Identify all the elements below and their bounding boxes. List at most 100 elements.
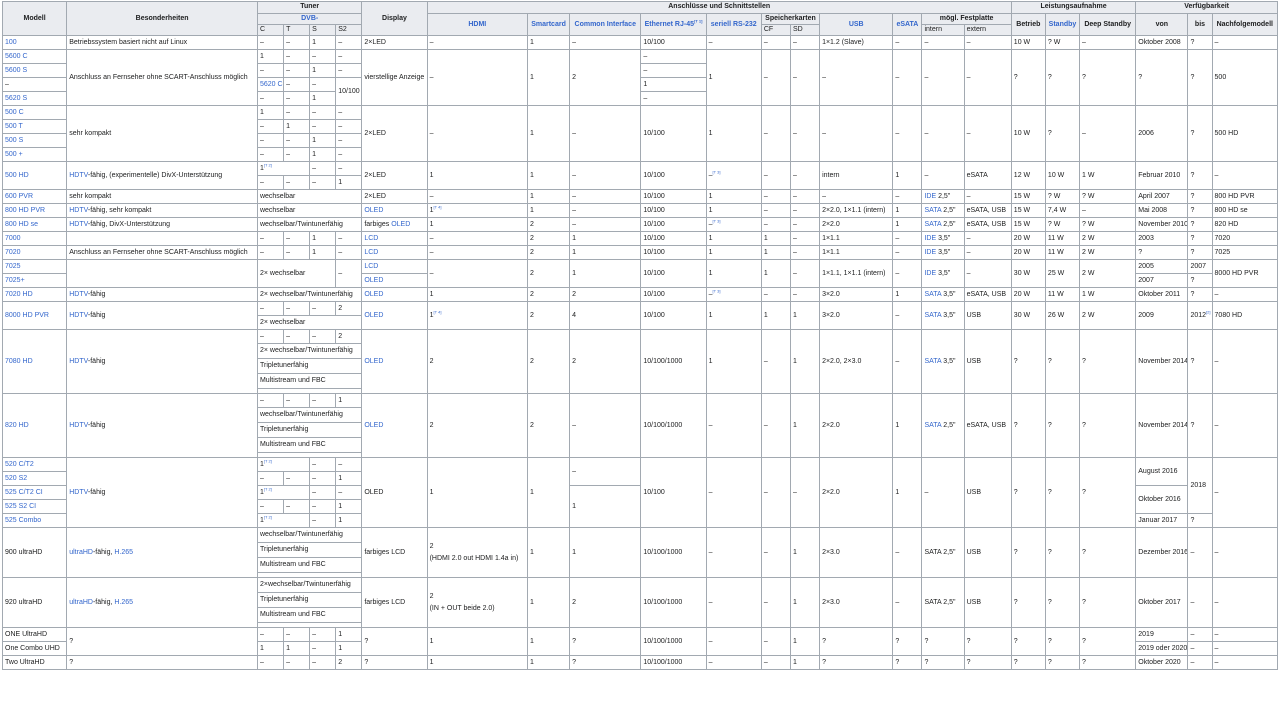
- deep-standby-cell: 2 W: [1079, 259, 1137, 289]
- usb-cell: 2×2.0, 1×1.1 (intern): [819, 203, 894, 219]
- seriell-link[interactable]: seriell RS-232: [710, 20, 757, 28]
- model-link[interactable]: 7000: [5, 234, 21, 242]
- bis-cell: 2007: [1187, 259, 1213, 275]
- model-link[interactable]: 5600 S: [5, 66, 28, 74]
- table-row: 500 + – – 1 –: [1, 147, 1278, 163]
- oled-link[interactable]: OLED: [364, 206, 384, 214]
- model-link[interactable]: 500 S: [5, 136, 24, 144]
- betrieb-cell: 15 W: [1010, 203, 1046, 219]
- hdtv-link[interactable]: HDTV: [69, 290, 88, 298]
- model-link[interactable]: 800 HD PVR: [5, 206, 46, 214]
- table-row: One Combo UHD 1 1 – 1 2019 oder 2020 – –: [1, 641, 1279, 657]
- smartcard-link[interactable]: Smartcard: [531, 20, 566, 28]
- hdtv-link[interactable]: HDTV: [69, 421, 88, 429]
- oled-link[interactable]: OLED: [364, 311, 384, 319]
- model-link[interactable]: 7020: [5, 248, 21, 256]
- model-link[interactable]: 7025+: [5, 276, 25, 284]
- besonderheiten-cell: HDTV-fähig, DivX-Unterstützung: [66, 217, 258, 233]
- oled-link[interactable]: OLED: [364, 421, 384, 429]
- hdtv-link[interactable]: HDTV: [69, 311, 88, 319]
- model-link[interactable]: 500 C: [5, 108, 24, 116]
- footnote-ref[interactable]: [T 3]: [712, 169, 721, 175]
- ultrahd-link[interactable]: ultraHD: [69, 598, 93, 606]
- model-link[interactable]: 7080 HD: [5, 357, 33, 365]
- footnote-ref[interactable]: [T 2]: [263, 162, 272, 168]
- ide-link[interactable]: IDE: [924, 234, 937, 242]
- hdtv-link[interactable]: HDTV: [69, 220, 88, 228]
- ide-link[interactable]: IDE: [924, 248, 937, 256]
- model-link[interactable]: 500 HD: [5, 171, 29, 179]
- standby-link[interactable]: Standby: [1048, 20, 1077, 28]
- smartcard-cell: 1: [526, 49, 571, 107]
- sata-link[interactable]: SATA: [924, 206, 942, 214]
- model-link[interactable]: 5620 S: [5, 94, 28, 102]
- esata-cell: ?: [892, 655, 923, 671]
- model-link[interactable]: 5600 C: [5, 52, 28, 60]
- hdtv-link[interactable]: HDTV: [69, 357, 88, 365]
- footnote-ref[interactable]: [T 4]: [433, 309, 442, 315]
- von-cell: ?: [1135, 245, 1189, 261]
- ide-link[interactable]: IDE: [924, 269, 937, 277]
- seriell-cell: –: [705, 457, 762, 529]
- footnote-ref[interactable]: [T 4]: [433, 204, 442, 210]
- footnote-ref[interactable]: [T 2]: [263, 458, 272, 464]
- lcd-link[interactable]: LCD: [364, 248, 379, 256]
- hdd-extern-cell: USB: [963, 301, 1012, 331]
- tuner-c-cell: –: [256, 393, 285, 409]
- hdd-size: 3,5": [936, 269, 951, 277]
- h265-link[interactable]: H.265: [114, 548, 134, 556]
- dvb-link[interactable]: DVB-: [301, 15, 319, 22]
- sata-link[interactable]: SATA: [924, 290, 942, 298]
- footnote-ref[interactable]: [T 2]: [263, 514, 272, 520]
- h265-link[interactable]: H.265: [114, 598, 134, 606]
- sata-link[interactable]: SATA: [924, 220, 942, 228]
- sata-link[interactable]: SATA: [924, 311, 942, 319]
- hdmi-link[interactable]: HDMI: [468, 20, 487, 28]
- footnote-ref[interactable]: [2]: [1206, 309, 1211, 315]
- ide-link[interactable]: IDE: [924, 192, 937, 200]
- model-link[interactable]: 7025: [5, 262, 21, 270]
- model-link[interactable]: 800 HD se: [5, 220, 39, 228]
- footnote-ref[interactable]: [T 3]: [712, 288, 721, 294]
- model-link[interactable]: 5620 C: [259, 80, 283, 88]
- oled-link[interactable]: OLED: [391, 220, 411, 228]
- lcd-link[interactable]: LCD: [364, 262, 379, 270]
- hdtv-link[interactable]: HDTV: [69, 206, 88, 214]
- model-link[interactable]: 520 S2: [5, 474, 28, 482]
- model-link[interactable]: 820 HD: [5, 421, 29, 429]
- model-link[interactable]: 500 +: [5, 150, 23, 158]
- footnote-ref[interactable]: [T 2]: [263, 486, 272, 492]
- nachfolger-cell: –: [1211, 641, 1279, 657]
- nachfolger-cell: –: [1211, 577, 1279, 629]
- ethernet-link[interactable]: Ethernet RJ-45: [644, 20, 694, 28]
- model-link[interactable]: 525 C/T2 CI: [5, 488, 43, 496]
- sata-link[interactable]: SATA: [924, 421, 942, 429]
- common-interface-link[interactable]: Common Interface: [574, 20, 636, 28]
- hdtv-link[interactable]: HDTV: [69, 171, 88, 179]
- oled-link[interactable]: OLED: [364, 357, 384, 365]
- lcd-link[interactable]: LCD: [364, 234, 379, 242]
- ultrahd-link[interactable]: ultraHD: [69, 548, 93, 556]
- hdtv-link[interactable]: HDTV: [69, 488, 88, 496]
- standby-cell: 26 W: [1044, 301, 1081, 331]
- model-link[interactable]: 500 T: [5, 122, 23, 130]
- model-link[interactable]: 100: [5, 38, 17, 46]
- model-link[interactable]: 525 S2 CI: [5, 502, 37, 510]
- footnote-ref[interactable]: [T 3]: [712, 218, 721, 224]
- hdd-extern-cell: USB: [963, 329, 1012, 395]
- ci-cell: –: [569, 203, 642, 219]
- model-link[interactable]: 525 Combo: [5, 516, 42, 524]
- usb-link[interactable]: USB: [848, 20, 864, 28]
- sata-link[interactable]: SATA: [924, 357, 942, 365]
- oled-link[interactable]: OLED: [364, 276, 384, 284]
- model-link[interactable]: 600 PVR: [5, 192, 34, 200]
- esata-link[interactable]: eSATA: [896, 20, 919, 28]
- header-dvb-c: C: [256, 24, 285, 37]
- ethernet-footnote-ref[interactable]: [T 1]: [693, 18, 703, 24]
- tuner-c-cell: 1[T 2]: [256, 161, 311, 177]
- oled-link[interactable]: OLED: [364, 290, 384, 298]
- model-link[interactable]: 520 C/T2: [5, 460, 34, 468]
- bis-cell: ?: [1187, 329, 1213, 395]
- model-link[interactable]: 8000 HD PVR: [5, 311, 49, 319]
- model-link[interactable]: 7020 HD: [5, 290, 33, 298]
